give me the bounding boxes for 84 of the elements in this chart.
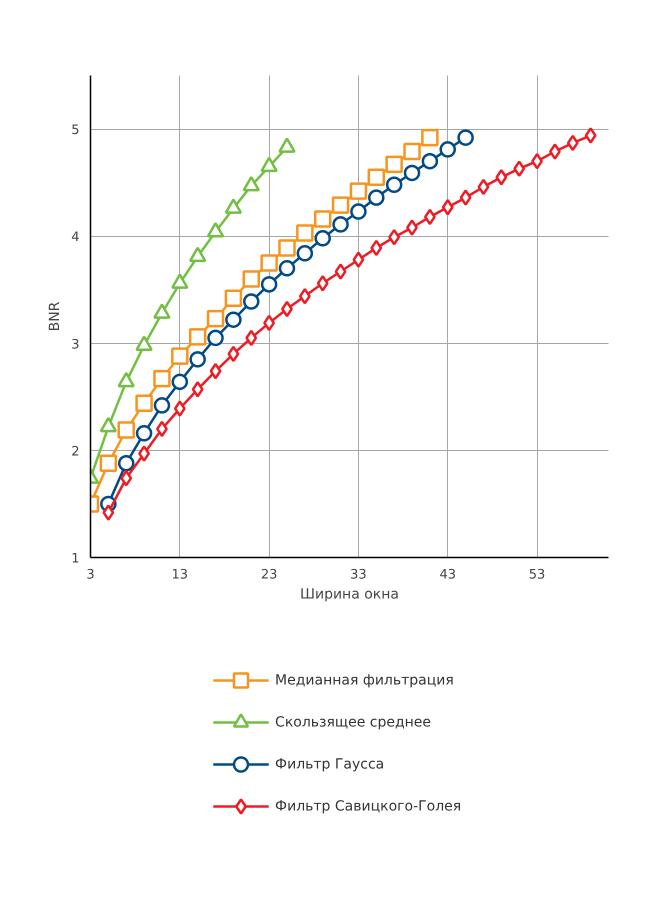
x-tick-label: 53	[528, 568, 546, 582]
point	[120, 470, 132, 486]
point	[368, 168, 386, 186]
point	[403, 142, 421, 160]
x-tick-label: 33	[350, 568, 367, 582]
point	[478, 178, 490, 196]
point	[424, 208, 436, 226]
point	[334, 263, 346, 280]
point	[206, 310, 224, 328]
x-tick-label: 13	[172, 568, 188, 582]
point	[352, 251, 364, 268]
point	[278, 239, 296, 257]
point	[225, 311, 242, 328]
point	[296, 224, 314, 242]
point	[174, 400, 186, 417]
x-axis-title: Ширина окна	[300, 586, 400, 602]
point	[584, 127, 597, 144]
point	[188, 328, 206, 346]
point	[386, 176, 402, 193]
point	[316, 275, 329, 292]
point	[260, 254, 278, 272]
point	[298, 288, 311, 304]
point	[439, 141, 456, 158]
y-tick-label: 2	[71, 444, 80, 460]
point	[388, 228, 400, 246]
point	[154, 397, 170, 414]
point	[422, 152, 438, 170]
point	[227, 346, 240, 362]
point	[224, 290, 242, 308]
point	[566, 134, 579, 152]
point	[460, 189, 472, 206]
point	[404, 164, 420, 182]
x-tick-label: 3	[86, 568, 95, 582]
point	[370, 240, 382, 256]
legend-label: Скользящее среднее	[275, 714, 432, 730]
point	[100, 454, 118, 472]
y-tick-label: 5	[71, 123, 80, 138]
legend-label: Медианная фильтрация	[275, 672, 454, 688]
point	[332, 196, 350, 214]
point	[263, 314, 276, 332]
point	[210, 362, 222, 380]
point	[332, 216, 349, 233]
point	[260, 276, 278, 293]
point	[153, 370, 171, 388]
point	[138, 445, 150, 462]
point	[442, 198, 454, 216]
legend-label: Фильтр Савицкого-Голея	[275, 798, 462, 814]
x-tick-label: 43	[439, 568, 456, 582]
point	[135, 394, 153, 412]
point	[457, 129, 474, 146]
point	[172, 374, 188, 390]
point	[350, 203, 367, 220]
point	[117, 421, 135, 439]
point	[245, 330, 258, 346]
point	[118, 455, 134, 472]
point	[368, 189, 385, 206]
point	[314, 230, 331, 247]
point	[278, 260, 296, 277]
point	[406, 219, 418, 236]
y-axis-title: BNR	[47, 301, 64, 332]
y-tick-label: 4	[71, 230, 80, 246]
point	[548, 143, 561, 160]
point	[242, 270, 260, 288]
point	[102, 504, 114, 521]
point	[156, 420, 168, 438]
point	[192, 381, 204, 398]
point	[385, 156, 403, 174]
y-tick-label: 1	[71, 552, 80, 566]
point	[243, 293, 260, 310]
point	[136, 425, 152, 442]
point	[531, 152, 543, 170]
point	[350, 182, 368, 200]
point	[296, 245, 314, 262]
point	[207, 330, 224, 346]
legend-label: Фильтр Гаусса	[275, 756, 384, 772]
point	[171, 347, 189, 365]
point	[281, 300, 293, 318]
point	[314, 210, 332, 228]
y-tick-label: 3	[71, 337, 80, 352]
x-tick-label: 23	[260, 568, 278, 582]
point	[495, 169, 508, 186]
point	[189, 351, 206, 368]
point	[513, 160, 526, 177]
point	[421, 128, 439, 146]
